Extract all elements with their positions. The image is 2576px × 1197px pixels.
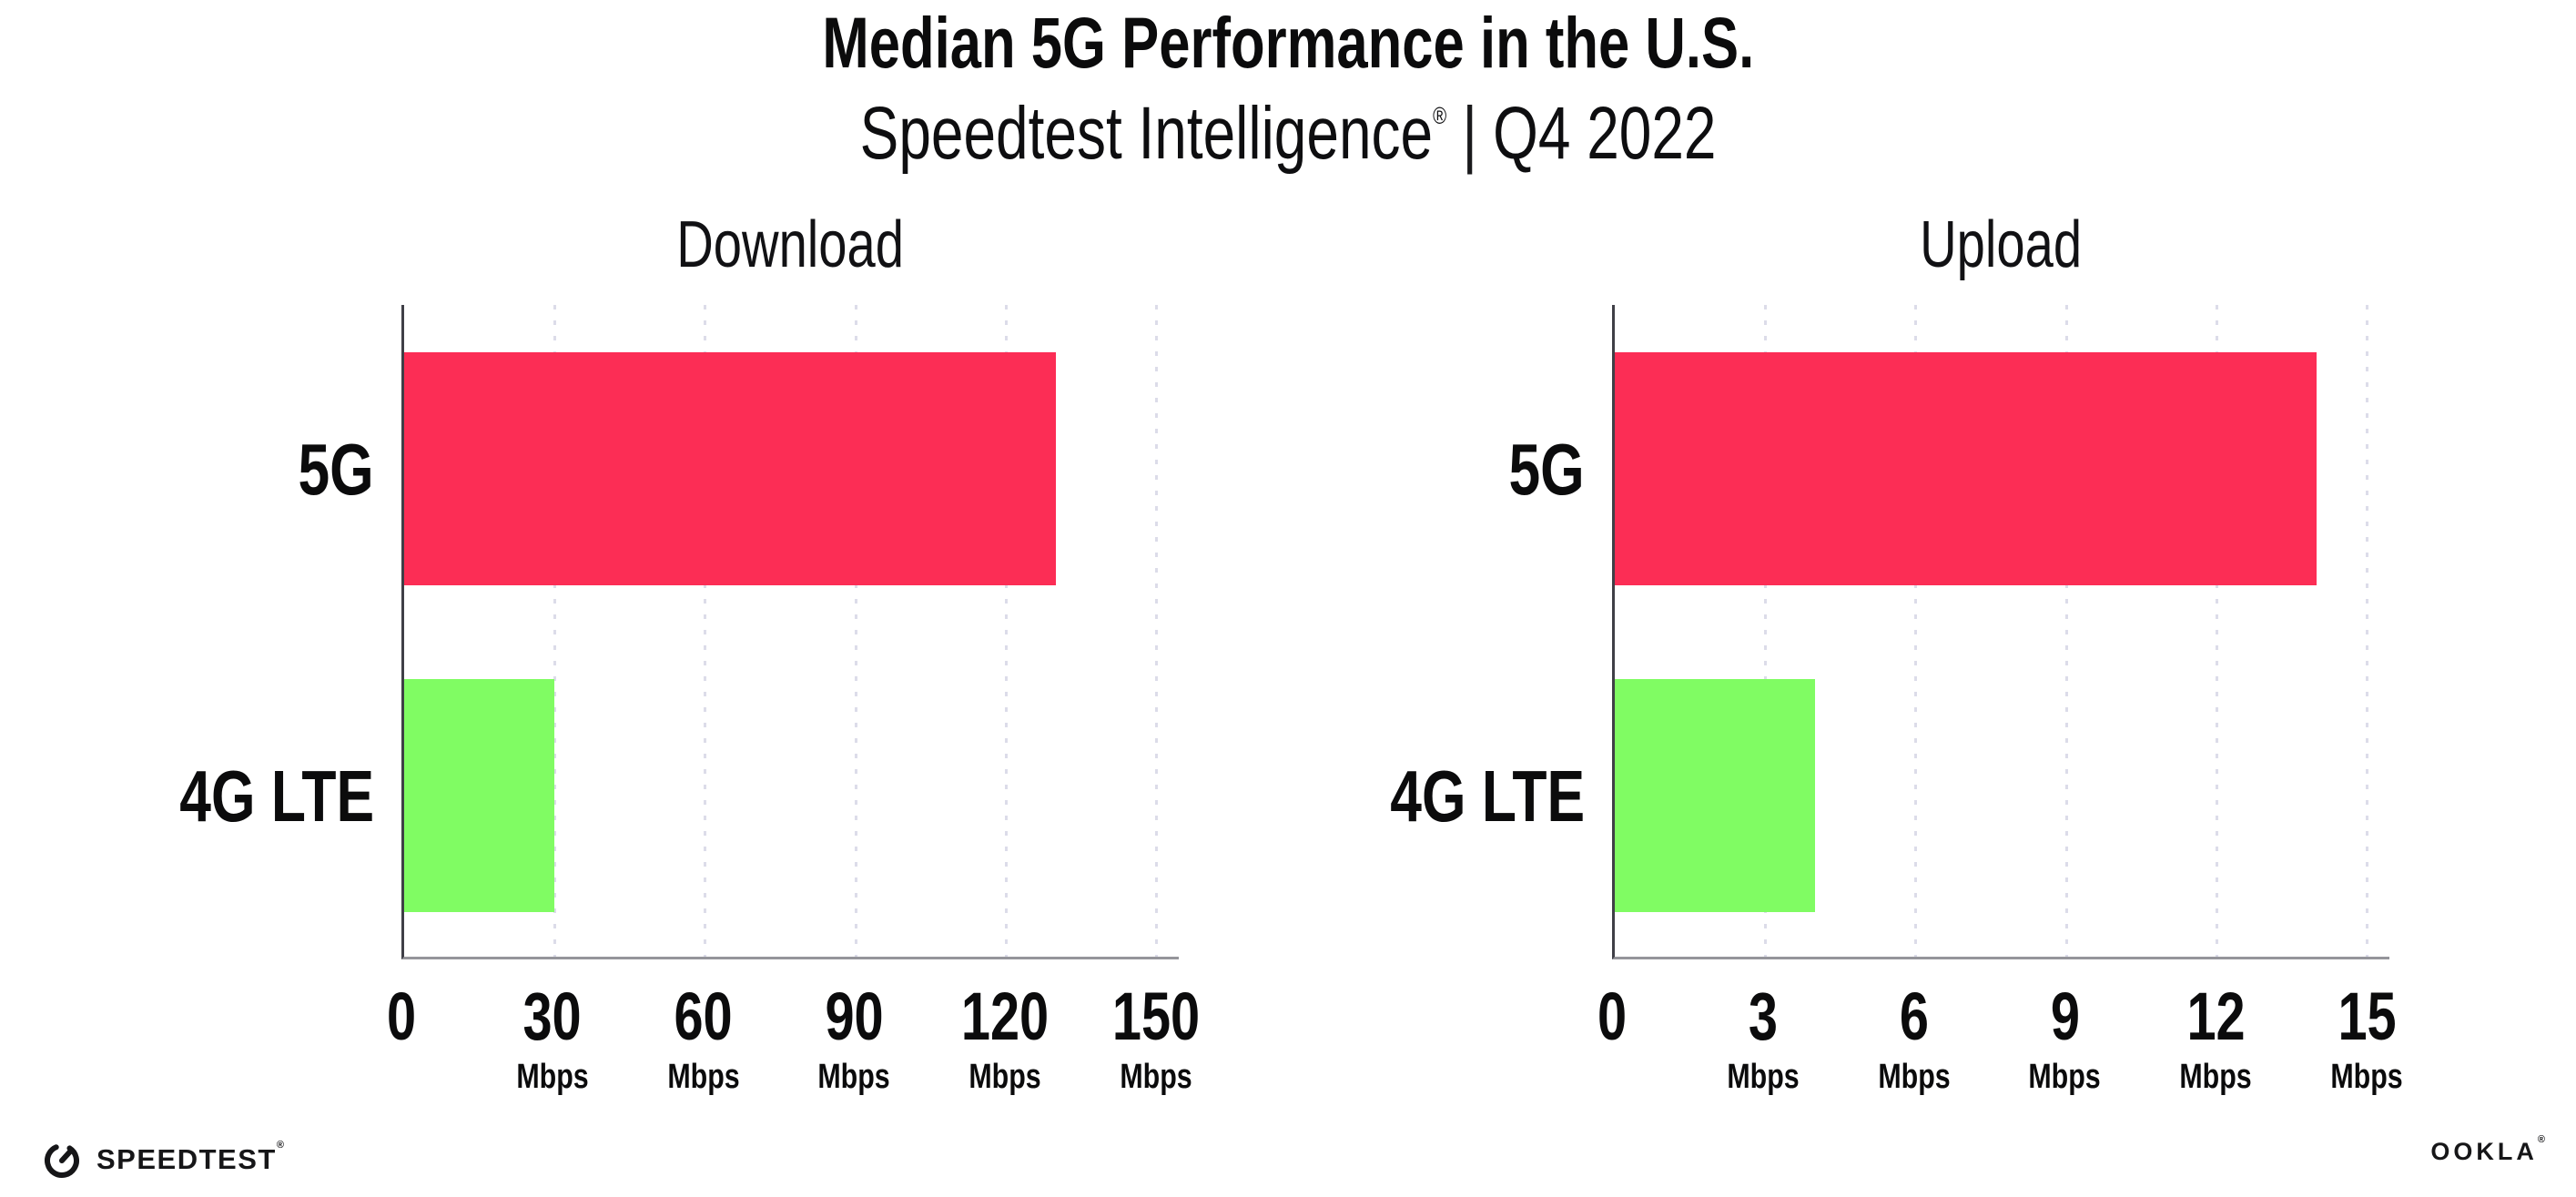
speedtest-gauge-icon — [40, 1138, 84, 1182]
x-tick-unit: Mbps — [666, 1058, 740, 1096]
registered-mark: ® — [1432, 101, 1447, 129]
x-tick-6: 6 Mbps — [1869, 979, 1959, 1096]
x-tick-unit: Mbps — [817, 1058, 891, 1096]
gridline-15-mbps — [2366, 305, 2369, 957]
page-title-text: Median 5G Performance in the U.S. — [822, 2, 1754, 83]
x-tick-unit: Mbps — [516, 1058, 589, 1096]
x-tick-value: 90 — [825, 979, 884, 1054]
gridline-3-mbps — [1764, 305, 1768, 957]
x-tick-3: 3 Mbps — [1718, 979, 1808, 1096]
subtitle-separator: | — [1462, 92, 1477, 175]
x-tick-12: 12 Mbps — [2171, 979, 2261, 1096]
gridline-9-mbps — [2064, 305, 2068, 957]
x-tick-value: 9 — [2050, 979, 2080, 1054]
x-tick-unit: Mbps — [1120, 1058, 1192, 1096]
ookla-wordmark: OOKLA — [2430, 1138, 2538, 1165]
upload-x-axis-ticks: 0 3 Mbps 6 Mbps 9 Mbps 12 Mbps 15 Mbps — [1597, 959, 2403, 1114]
download-plot-area — [401, 305, 1179, 959]
subtitle-period: Q4 2022 — [1493, 92, 1717, 175]
x-tick-60: 60 Mbps — [658, 979, 748, 1096]
speedtest-wordmark: SPEEDTEST® — [96, 1140, 286, 1175]
x-tick-30: 30 Mbps — [507, 979, 597, 1096]
x-tick-9: 9 Mbps — [2020, 979, 2110, 1096]
registered-mark: ® — [276, 1140, 286, 1151]
registered-mark: ® — [2537, 1134, 2549, 1145]
x-tick-unit: Mbps — [1727, 1058, 1800, 1096]
upload-chart: Upload 5G 4G LTE 0 3 Mbps 6 Mbps 9 Mbps 12 Mbps 1… — [1390, 212, 2403, 1094]
download-chart-title: Download — [676, 208, 904, 281]
x-tick-0: 0 — [382, 983, 420, 1050]
gridline-60-mbps — [704, 305, 707, 957]
x-tick-value: 150 — [1111, 979, 1201, 1054]
x-tick-unit: Mbps — [2179, 1058, 2252, 1096]
y-axis-label-5g: 5G — [298, 429, 374, 510]
bar-5g — [404, 352, 1057, 585]
x-tick-value: 30 — [522, 979, 582, 1054]
x-tick-90: 90 Mbps — [809, 979, 899, 1096]
bar-4g-lte — [1615, 679, 1816, 912]
upload-chart-title: Upload — [1920, 208, 2082, 281]
bar-5g — [1615, 352, 2317, 585]
upload-plot-area — [1612, 305, 2389, 959]
x-tick-value: 0 — [386, 979, 417, 1054]
gridline-90-mbps — [854, 305, 857, 957]
x-tick-value: 12 — [2186, 979, 2246, 1054]
x-tick-value: 120 — [961, 979, 1050, 1054]
x-tick-120: 120 Mbps — [949, 979, 1061, 1096]
bar-4g-lte — [404, 679, 555, 912]
subtitle-brand: Speedtest Intelligence — [859, 92, 1433, 175]
x-tick-15: 15 Mbps — [2322, 979, 2412, 1096]
x-tick-value: 15 — [2338, 979, 2397, 1054]
download-chart: Download 5G 4G LTE 0 30 Mbps 60 Mbps 90 Mbps 12… — [179, 212, 1200, 1094]
x-tick-150: 150 Mbps — [1100, 979, 1212, 1096]
page-subtitle: Speedtest Intelligence® | Q4 2022 — [0, 91, 2576, 177]
x-tick-0: 0 — [1593, 983, 1630, 1050]
x-tick-value: 3 — [1748, 979, 1778, 1054]
gridline-6-mbps — [1914, 305, 1918, 957]
x-tick-value: 0 — [1597, 979, 1628, 1054]
gridline-150-mbps — [1155, 305, 1159, 957]
x-tick-unit: Mbps — [2330, 1058, 2403, 1096]
gridline-120-mbps — [1004, 305, 1008, 957]
gridline-12-mbps — [2215, 305, 2218, 957]
x-tick-value: 60 — [674, 979, 733, 1054]
y-axis-label-5g: 5G — [1508, 429, 1585, 510]
ookla-logo: OOKLA® — [2430, 1134, 2549, 1166]
gridline-30-mbps — [553, 305, 557, 957]
y-axis-label-4g-lte: 4G LTE — [1390, 756, 1585, 837]
x-tick-value: 6 — [1899, 979, 1929, 1054]
x-tick-unit: Mbps — [2028, 1058, 2102, 1096]
page-subtitle-text: Speedtest Intelligence® | Q4 2022 — [860, 91, 1717, 177]
x-tick-unit: Mbps — [1877, 1058, 1951, 1096]
x-tick-unit: Mbps — [969, 1058, 1041, 1096]
download-x-axis-ticks: 0 30 Mbps 60 Mbps 90 Mbps 120 Mbps 150 Mbps — [387, 959, 1200, 1114]
speedtest-logo: SPEEDTEST® — [40, 1138, 285, 1182]
page-title: Median 5G Performance in the U.S. — [0, 2, 2576, 83]
y-axis-label-4g-lte: 4G LTE — [179, 756, 374, 837]
